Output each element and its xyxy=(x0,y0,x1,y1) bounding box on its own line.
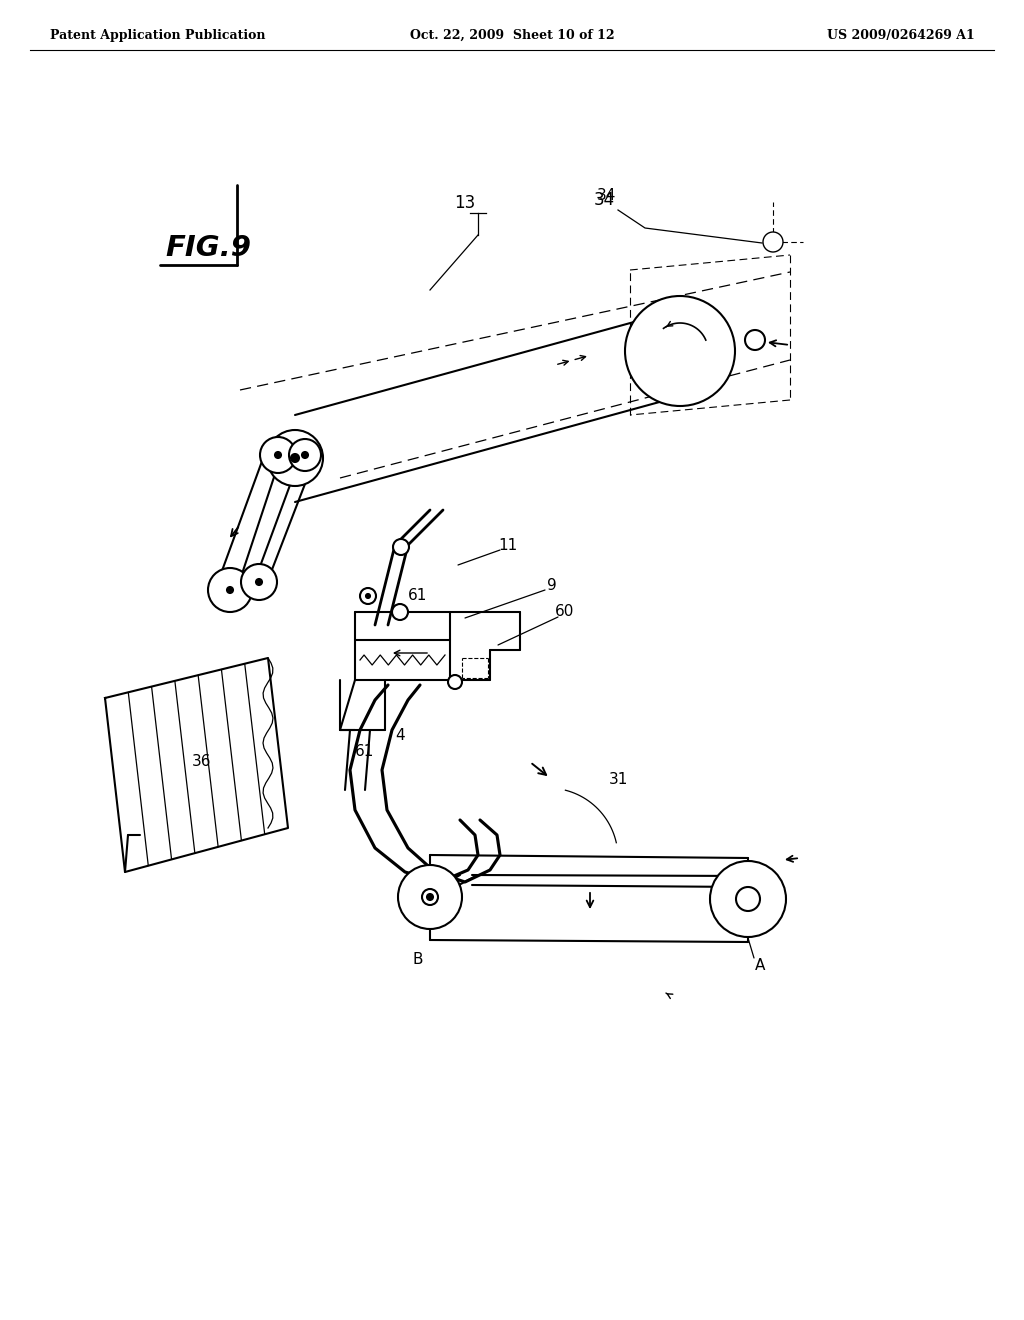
Circle shape xyxy=(427,894,433,900)
Circle shape xyxy=(360,587,376,605)
Text: 61: 61 xyxy=(409,587,428,602)
Circle shape xyxy=(275,451,281,458)
Text: FIG.9: FIG.9 xyxy=(165,234,251,261)
Circle shape xyxy=(736,887,760,911)
Text: 11: 11 xyxy=(499,537,517,553)
Circle shape xyxy=(392,605,408,620)
Text: B: B xyxy=(413,953,423,968)
Circle shape xyxy=(267,430,323,486)
Circle shape xyxy=(241,564,278,601)
Text: Patent Application Publication: Patent Application Publication xyxy=(50,29,265,41)
Circle shape xyxy=(366,594,370,598)
Text: A: A xyxy=(755,957,765,973)
Circle shape xyxy=(625,296,735,407)
Circle shape xyxy=(449,675,462,689)
Text: 61: 61 xyxy=(355,744,375,759)
Circle shape xyxy=(208,568,252,612)
Circle shape xyxy=(291,454,299,462)
Circle shape xyxy=(745,330,765,350)
Circle shape xyxy=(398,865,462,929)
Text: 4: 4 xyxy=(395,729,404,743)
Circle shape xyxy=(256,579,262,585)
Text: 9: 9 xyxy=(547,578,557,593)
Circle shape xyxy=(422,888,438,906)
Circle shape xyxy=(763,232,783,252)
Text: 13: 13 xyxy=(455,194,475,213)
Text: 31: 31 xyxy=(608,772,628,788)
Circle shape xyxy=(260,437,296,473)
Circle shape xyxy=(227,587,233,593)
Circle shape xyxy=(289,440,321,471)
Circle shape xyxy=(393,539,409,554)
Circle shape xyxy=(710,861,786,937)
Text: 36: 36 xyxy=(193,755,212,770)
Text: 60: 60 xyxy=(555,605,574,619)
Text: 34: 34 xyxy=(594,191,614,209)
Text: US 2009/0264269 A1: US 2009/0264269 A1 xyxy=(827,29,975,41)
Circle shape xyxy=(302,451,308,458)
Text: 34: 34 xyxy=(596,189,615,203)
Text: Oct. 22, 2009  Sheet 10 of 12: Oct. 22, 2009 Sheet 10 of 12 xyxy=(410,29,614,41)
